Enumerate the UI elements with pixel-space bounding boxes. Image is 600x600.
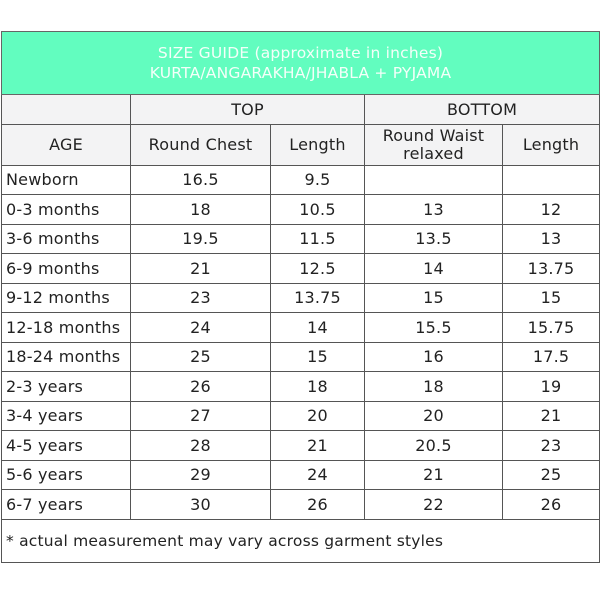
cell-round-chest: 25 (130, 341, 271, 372)
cell-round-waist: 16 (364, 341, 503, 372)
header-top-length: Length (270, 123, 365, 166)
cell-top-length: 15 (270, 341, 365, 372)
cell-age: 4-5 years (1, 430, 131, 461)
table-row: 6-9 months 21 12.5 14 13.75 (1, 253, 600, 284)
cell-round-waist: 21 (364, 459, 503, 490)
cell-age: 2-3 years (1, 371, 131, 402)
cell-age: 18-24 months (1, 341, 131, 372)
cell-bottom-length: 23 (501, 430, 600, 461)
cell-round-chest: 30 (130, 489, 271, 520)
cell-round-chest: 16.5 (130, 164, 271, 195)
table-row: Newborn 16.5 9.5 (1, 164, 600, 195)
cell-age: 9-12 months (1, 282, 131, 313)
cell-bottom-length: 15.75 (501, 312, 600, 343)
cell-round-chest: 28 (130, 430, 271, 461)
table-row: 12-18 months 24 14 15.5 15.75 (1, 312, 600, 343)
title-line-2: KURTA/ANGARAKHA/JHABLA + PYJAMA (149, 64, 452, 82)
cell-bottom-length: 19 (501, 371, 600, 402)
cell-round-chest: 23 (130, 282, 271, 313)
group-header-bottom: BOTTOM (363, 94, 600, 125)
cell-round-waist: 20 (364, 400, 503, 431)
cell-top-length: 20 (270, 400, 365, 431)
cell-age: 3-4 years (1, 400, 131, 431)
cell-top-length: 26 (270, 489, 365, 520)
cell-round-waist: 20.5 (364, 430, 503, 461)
table-row: 0-3 months 18 10.5 13 12 (1, 194, 600, 225)
size-guide-table: SIZE GUIDE (approximate in inches) KURTA… (0, 31, 600, 563)
cell-round-waist: 13.5 (364, 223, 503, 254)
cell-bottom-length: 21 (501, 400, 600, 431)
cell-top-length: 24 (270, 459, 365, 490)
footnote: * actual measurement may vary across gar… (0, 518, 600, 563)
cell-age: 3-6 months (1, 223, 131, 254)
cell-top-length: 18 (270, 371, 365, 402)
cell-bottom-length: 15 (501, 282, 600, 313)
cell-round-waist: 15 (364, 282, 503, 313)
cell-round-chest: 18 (130, 194, 271, 225)
cell-bottom-length: 13.75 (501, 253, 600, 284)
cell-age: Newborn (1, 164, 131, 195)
cell-round-chest: 26 (130, 371, 271, 402)
cell-bottom-length: 13 (501, 223, 600, 254)
cell-round-chest: 19.5 (130, 223, 271, 254)
cell-round-waist (364, 164, 503, 195)
cell-top-length: 10.5 (270, 194, 365, 225)
header-age: AGE (1, 123, 131, 166)
empty-header-cell (1, 94, 131, 125)
cell-top-length: 14 (270, 312, 365, 343)
cell-round-chest: 24 (130, 312, 271, 343)
cell-round-waist: 15.5 (364, 312, 503, 343)
cell-age: 12-18 months (1, 312, 131, 343)
cell-top-length: 11.5 (270, 223, 365, 254)
cell-age: 5-6 years (1, 459, 131, 490)
table-row: 4-5 years 28 21 20.5 23 (1, 430, 600, 461)
cell-top-length: 9.5 (270, 164, 365, 195)
cell-bottom-length: 12 (501, 194, 600, 225)
cell-top-length: 13.75 (270, 282, 365, 313)
table-row: 3-4 years 27 20 20 21 (1, 400, 600, 431)
header-round-chest: Round Chest (130, 123, 271, 166)
table-row: 9-12 months 23 13.75 15 15 (1, 282, 600, 313)
cell-round-waist: 14 (364, 253, 503, 284)
cell-bottom-length: 26 (501, 489, 600, 520)
cell-bottom-length (501, 164, 600, 195)
table-row: 5-6 years 29 24 21 25 (1, 459, 600, 490)
cell-round-chest: 27 (130, 400, 271, 431)
header-round-waist-label: Round Waist (382, 125, 485, 145)
header-bottom-length: Length (501, 123, 600, 166)
cell-round-waist: 22 (364, 489, 503, 520)
table-row: 6-7 years 30 26 22 26 (1, 489, 600, 520)
table-row: 3-6 months 19.5 11.5 13.5 13 (1, 223, 600, 254)
table-row: 2-3 years 26 18 18 19 (1, 371, 600, 402)
cell-age: 6-7 years (1, 489, 131, 520)
cell-round-chest: 29 (130, 459, 271, 490)
table-row: 18-24 months 25 15 16 17.5 (1, 341, 600, 372)
cell-top-length: 21 (270, 430, 365, 461)
cell-round-waist: 18 (364, 371, 503, 402)
title-line-1: SIZE GUIDE (approximate in inches) (157, 44, 444, 62)
group-header-top: TOP (130, 94, 365, 125)
table-title: SIZE GUIDE (approximate in inches) KURTA… (0, 31, 600, 95)
cell-bottom-length: 25 (501, 459, 600, 490)
cell-round-chest: 21 (130, 253, 271, 284)
cell-age: 0-3 months (1, 194, 131, 225)
cell-age: 6-9 months (1, 253, 131, 284)
header-round-waist: Round Waist relaxed (364, 123, 503, 166)
cell-top-length: 12.5 (270, 253, 365, 284)
cell-round-waist: 13 (364, 194, 503, 225)
header-round-waist-sub: relaxed (403, 143, 464, 163)
cell-bottom-length: 17.5 (501, 341, 600, 372)
